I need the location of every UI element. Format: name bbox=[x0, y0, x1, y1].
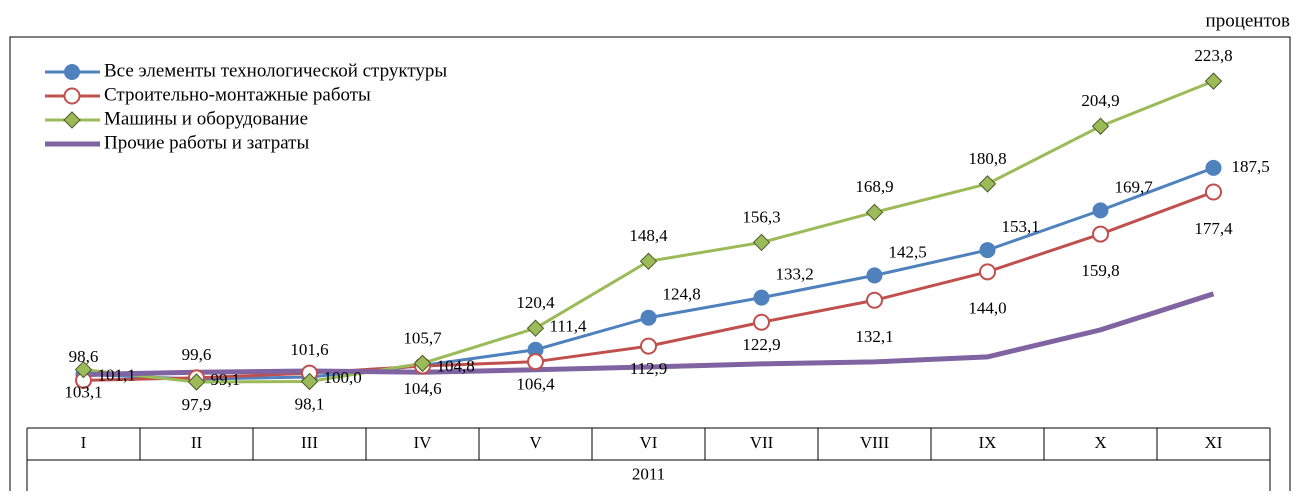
x-tick-label: VI bbox=[640, 433, 658, 452]
data-label: 132,1 bbox=[855, 327, 893, 346]
data-label: 120,4 bbox=[516, 293, 555, 312]
data-label: 177,4 bbox=[1194, 219, 1233, 238]
legend-marker bbox=[64, 64, 80, 80]
point bbox=[752, 233, 771, 252]
legend-label: Строительно-монтажные работы bbox=[104, 84, 371, 105]
data-label: 133,2 bbox=[776, 265, 814, 284]
x-tick-label: I bbox=[81, 433, 87, 452]
legend-label: Прочие работы и затраты bbox=[104, 132, 309, 153]
point bbox=[1205, 159, 1222, 176]
point bbox=[74, 360, 93, 379]
point bbox=[187, 373, 206, 391]
data-label: 142,5 bbox=[889, 242, 927, 261]
x-tick-label: X bbox=[1094, 433, 1106, 452]
data-label: 169,7 bbox=[1115, 177, 1154, 196]
point bbox=[527, 353, 544, 371]
data-label: 112,9 bbox=[630, 359, 668, 378]
point bbox=[1092, 225, 1109, 243]
point bbox=[978, 175, 997, 193]
x-tick-label: II bbox=[191, 433, 203, 452]
data-label: 105,7 bbox=[403, 328, 442, 347]
data-label: 104,6 bbox=[403, 379, 441, 398]
legend-marker bbox=[63, 111, 81, 129]
point bbox=[753, 313, 770, 331]
data-label: 148,4 bbox=[629, 226, 668, 245]
data-label: 99,1 bbox=[211, 370, 241, 389]
data-label: 99,6 bbox=[182, 345, 212, 364]
data-label: 187,5 bbox=[1232, 157, 1270, 176]
point bbox=[866, 267, 883, 284]
x-tick-label: IV bbox=[414, 433, 433, 452]
data-label: 204,9 bbox=[1081, 91, 1119, 110]
data-label: 106,4 bbox=[516, 375, 555, 394]
x-tick-label: IX bbox=[979, 433, 997, 452]
unit-label: процентов bbox=[1206, 10, 1290, 31]
point bbox=[639, 252, 658, 271]
point bbox=[527, 341, 544, 358]
legend-marker bbox=[63, 87, 81, 105]
point bbox=[1092, 202, 1109, 219]
data-label: 111,4 bbox=[550, 317, 587, 336]
point bbox=[979, 242, 996, 259]
data-label: 156,3 bbox=[742, 207, 780, 226]
point bbox=[1205, 183, 1222, 201]
point bbox=[1091, 117, 1110, 135]
data-label: 98,1 bbox=[295, 394, 325, 413]
x-tick-label: III bbox=[301, 433, 318, 452]
data-label: 101,6 bbox=[290, 340, 328, 359]
point bbox=[865, 203, 884, 222]
data-label: 103,1 bbox=[64, 382, 102, 401]
chart-frame bbox=[9, 36, 1291, 496]
data-label: 98,6 bbox=[69, 347, 99, 366]
legend-label: Машины и оборудование bbox=[104, 108, 308, 129]
point bbox=[640, 309, 657, 326]
data-label: 153,1 bbox=[1002, 217, 1040, 236]
data-label: 124,8 bbox=[663, 285, 701, 304]
x-tick-label: V bbox=[529, 433, 542, 452]
data-label: 100,0 bbox=[324, 368, 362, 387]
data-label: 101,1 bbox=[98, 365, 136, 384]
point bbox=[1204, 72, 1223, 90]
point bbox=[753, 289, 770, 306]
point bbox=[979, 263, 996, 281]
data-label: 97,9 bbox=[182, 395, 212, 414]
period-label: 2011 bbox=[632, 464, 665, 483]
data-label: 159,8 bbox=[1081, 261, 1119, 280]
point bbox=[526, 319, 545, 337]
data-label: 168,9 bbox=[855, 177, 893, 196]
legend-label: Все элементы технологической структуры bbox=[104, 60, 447, 81]
point bbox=[866, 291, 883, 309]
data-label: 104,8 bbox=[437, 356, 475, 375]
point bbox=[300, 372, 319, 391]
x-tick-label: VII bbox=[750, 433, 774, 452]
data-label: 180,8 bbox=[968, 149, 1006, 168]
data-label: 122,9 bbox=[742, 335, 780, 354]
data-label: 144,0 bbox=[968, 299, 1006, 318]
x-tick-label: VIII bbox=[860, 433, 890, 452]
point bbox=[640, 337, 657, 355]
x-tick-label: XI bbox=[1205, 433, 1223, 452]
series-line bbox=[83, 291, 1215, 378]
point bbox=[413, 354, 432, 373]
data-label: 223,8 bbox=[1194, 46, 1232, 65]
